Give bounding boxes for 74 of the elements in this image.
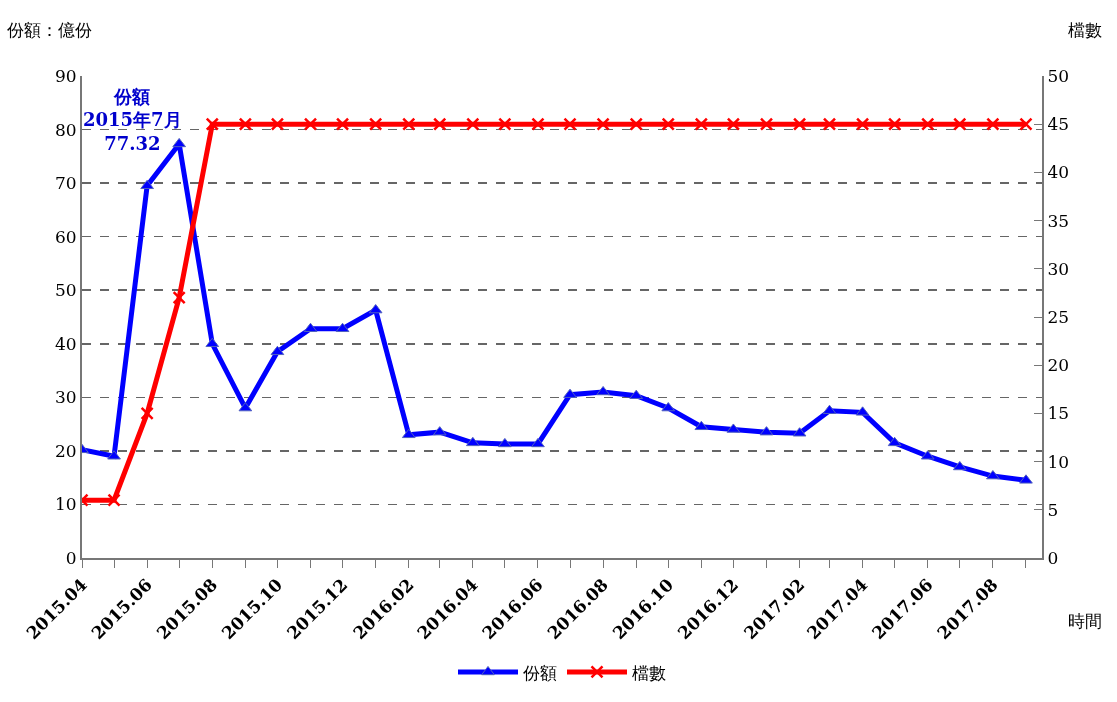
y-tick-label: 40 xyxy=(54,333,77,354)
point xyxy=(335,117,350,131)
point xyxy=(986,470,1000,480)
y-tick-label: 20 xyxy=(54,440,77,461)
point xyxy=(140,179,154,190)
point xyxy=(303,117,318,131)
point xyxy=(596,117,610,131)
y-tick-label: 50 xyxy=(54,280,77,301)
point xyxy=(401,428,416,439)
legend-label: 份額 xyxy=(523,662,557,683)
y2-tick-label: 30 xyxy=(1047,258,1070,279)
point xyxy=(596,385,610,396)
point xyxy=(986,117,1000,131)
point xyxy=(107,493,121,507)
point xyxy=(107,450,121,460)
x-axis-title: 時間 xyxy=(1068,611,1102,631)
y2-tick-label: 40 xyxy=(1047,162,1070,183)
y-tick-label: 70 xyxy=(54,173,77,194)
annotation: 份額 2015年7月 77.32 xyxy=(83,86,182,154)
y2-tick-label: 45 xyxy=(1047,114,1070,135)
y2-tick-label: 20 xyxy=(1047,355,1070,376)
point xyxy=(140,406,154,421)
point xyxy=(855,117,870,131)
y2-tick-label: 15 xyxy=(1047,403,1070,424)
y2-tick-label: 5 xyxy=(1047,499,1059,520)
y-tick-label: 90 xyxy=(54,65,77,86)
point xyxy=(629,117,643,131)
point xyxy=(953,117,967,131)
point xyxy=(498,437,512,448)
point xyxy=(498,117,512,131)
y2-tick-label: 0 xyxy=(1047,547,1059,568)
point xyxy=(270,345,285,356)
point xyxy=(887,436,902,447)
point xyxy=(1019,117,1033,131)
y-tick-label: 30 xyxy=(54,387,77,408)
y-tick-label: 80 xyxy=(54,119,77,140)
y-tick-label: 0 xyxy=(65,547,77,568)
point xyxy=(335,322,350,333)
point xyxy=(368,117,383,131)
point xyxy=(887,117,902,131)
y2-tick-label: 35 xyxy=(1047,210,1070,231)
point xyxy=(303,322,318,333)
point xyxy=(466,117,480,131)
point xyxy=(172,290,186,305)
point xyxy=(952,460,967,471)
point xyxy=(205,337,220,348)
point xyxy=(172,137,187,148)
point xyxy=(920,117,935,131)
y2-axis-title: 檔數 xyxy=(1068,20,1102,40)
legend-label: 檔數 xyxy=(632,662,666,683)
point xyxy=(563,117,577,131)
point xyxy=(759,117,774,131)
y-tick-label: 60 xyxy=(54,226,77,247)
point xyxy=(1019,474,1033,484)
point xyxy=(792,117,807,131)
point xyxy=(694,117,709,131)
y2-tick-label: 10 xyxy=(1047,451,1070,472)
point xyxy=(238,117,253,131)
point xyxy=(563,388,577,398)
y-axis-title: 份額：億份 xyxy=(7,20,92,40)
y-tick-label: 10 xyxy=(54,494,77,515)
point xyxy=(661,117,675,131)
point xyxy=(465,436,480,447)
point xyxy=(694,420,709,431)
point xyxy=(822,117,837,131)
point xyxy=(531,117,545,131)
y2-tick-label: 25 xyxy=(1047,306,1070,327)
point xyxy=(531,437,545,448)
point xyxy=(270,117,285,131)
point xyxy=(726,117,741,131)
point xyxy=(402,117,416,131)
point xyxy=(432,117,447,131)
point xyxy=(205,117,220,131)
y2-tick-label: 50 xyxy=(1047,65,1070,86)
